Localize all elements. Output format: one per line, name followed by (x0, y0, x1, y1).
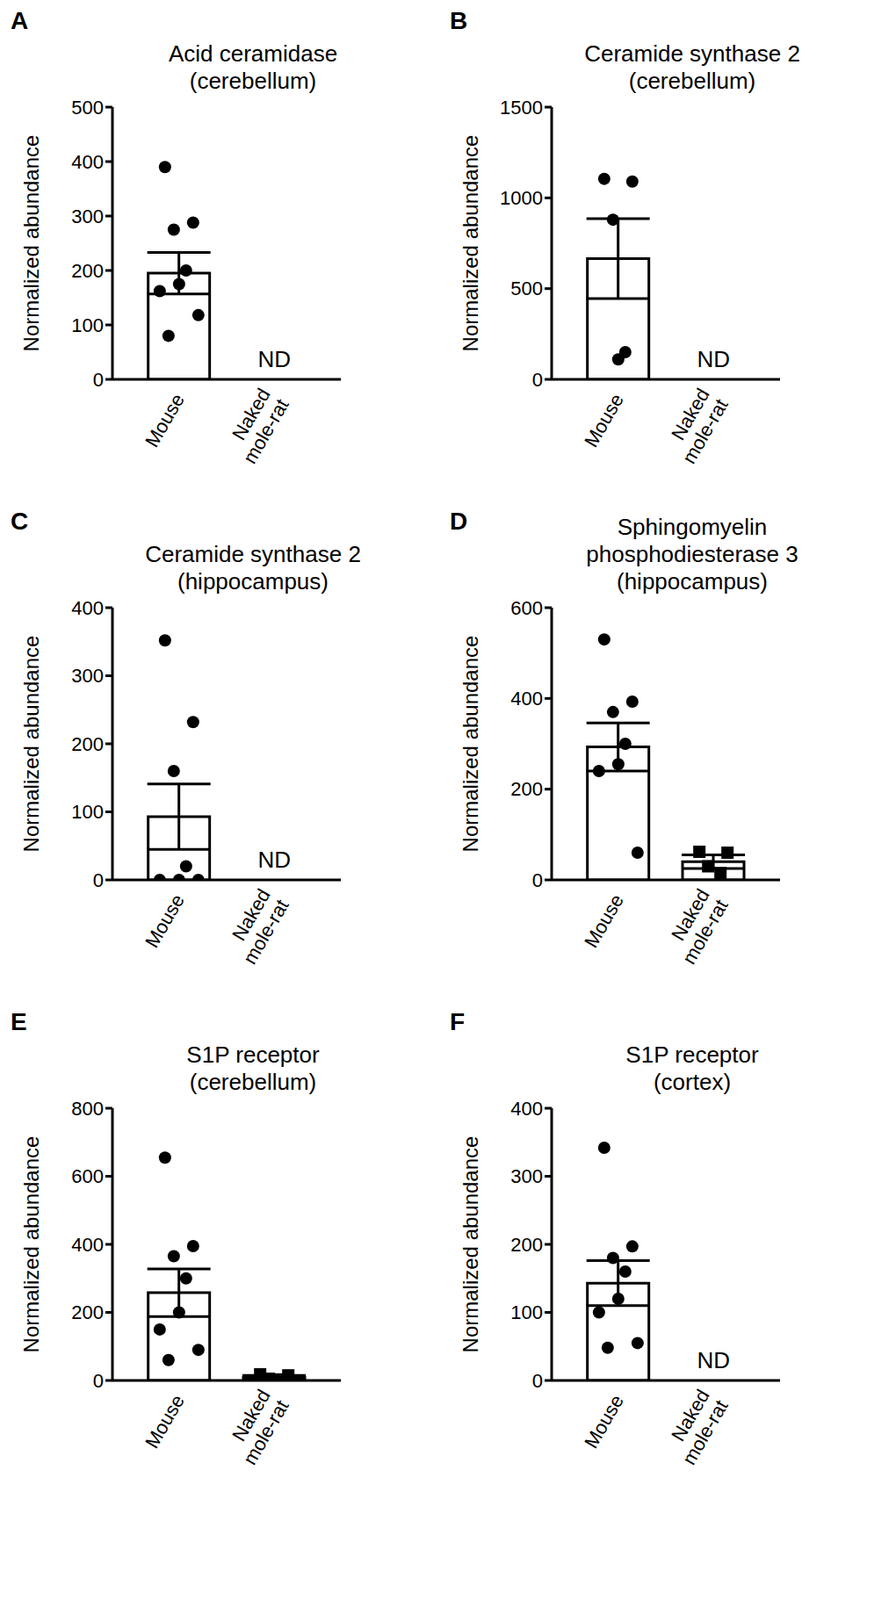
html-text:B: B (449, 7, 468, 35)
svg-text:400: 400 (71, 597, 104, 620)
svg-text:500: 500 (510, 277, 543, 300)
svg-text:Mouse: Mouse (140, 390, 189, 452)
svg-text:Nakedmole-rat: Nakedmole-rat (659, 384, 733, 468)
svg-text:Nakedmole-rat: Nakedmole-rat (220, 1386, 294, 1469)
html-text:E: E (10, 1008, 27, 1036)
svg-text:Normalized abundance: Normalized abundance (458, 635, 483, 853)
html-text:Sphingomyelin: Sphingomyelin (617, 513, 768, 541)
html-text:Ceramide synthase 2: Ceramide synthase 2 (584, 40, 801, 67)
svg-text:Normalized abundance: Normalized abundance (19, 135, 44, 353)
svg-text:1000: 1000 (499, 187, 543, 210)
svg-text:300: 300 (71, 664, 104, 687)
svg-text:Nakedmole-rat: Nakedmole-rat (220, 885, 294, 969)
svg-text:Nakedmole-rat: Nakedmole-rat (659, 1386, 733, 1469)
svg-text:Mouse: Mouse (579, 890, 629, 953)
svg-text:ND: ND (696, 346, 730, 373)
svg-text:Nakedmole-rat: Nakedmole-rat (659, 885, 733, 969)
html-text:Acid ceramidase: Acid ceramidase (168, 40, 338, 67)
html-text:(cerebellum): (cerebellum) (628, 67, 756, 94)
svg-text:400: 400 (510, 687, 543, 710)
svg-text:ND: ND (257, 346, 291, 373)
svg-text:0: 0 (532, 1370, 543, 1393)
svg-text:Normalized abundance: Normalized abundance (458, 1136, 483, 1354)
svg-text:500: 500 (71, 96, 104, 119)
svg-text:300: 300 (71, 205, 104, 228)
svg-text:200: 200 (71, 1301, 104, 1324)
html-text:Ceramide synthase 2: Ceramide synthase 2 (145, 541, 361, 568)
svg-text:ND: ND (696, 1347, 730, 1374)
svg-text:0: 0 (93, 869, 104, 892)
html-text:S1P receptor: S1P receptor (186, 1041, 320, 1069)
html-text:A: A (10, 7, 29, 35)
svg-text:Normalized abundance: Normalized abundance (458, 135, 483, 353)
svg-text:0: 0 (532, 368, 543, 391)
svg-text:400: 400 (71, 151, 104, 174)
svg-text:Mouse: Mouse (579, 390, 629, 452)
svg-text:0: 0 (93, 1370, 104, 1393)
html-text:F: F (449, 1008, 465, 1036)
svg-text:200: 200 (510, 778, 543, 801)
svg-text:Normalized abundance: Normalized abundance (19, 635, 44, 853)
svg-text:800: 800 (71, 1098, 104, 1120)
svg-text:ND: ND (257, 846, 291, 874)
html-text:(cerebellum): (cerebellum) (189, 1069, 317, 1096)
svg-text:0: 0 (93, 368, 104, 391)
html-text:S1P receptor: S1P receptor (625, 1041, 759, 1069)
svg-text:100: 100 (71, 314, 104, 337)
html-text:(cortex): (cortex) (653, 1069, 731, 1096)
svg-text:600: 600 (510, 597, 543, 620)
svg-text:200: 200 (71, 733, 104, 756)
svg-text:200: 200 (510, 1234, 543, 1257)
html-text:C: C (10, 507, 29, 535)
svg-text:Nakedmole-rat: Nakedmole-rat (220, 384, 294, 468)
svg-text:300: 300 (510, 1165, 543, 1188)
svg-text:1500: 1500 (499, 96, 543, 119)
html-text:(hippocampus): (hippocampus) (177, 568, 329, 595)
svg-text:Normalized abundance: Normalized abundance (19, 1136, 44, 1354)
svg-text:Mouse: Mouse (140, 890, 189, 953)
svg-text:200: 200 (71, 260, 104, 282)
svg-text:Mouse: Mouse (579, 1391, 629, 1453)
html-text:(cerebellum): (cerebellum) (189, 67, 317, 94)
svg-text:0: 0 (532, 869, 543, 892)
html-text:D: D (449, 507, 468, 535)
html-text:phosphodiesterase 3: phosphodiesterase 3 (586, 541, 799, 568)
svg-text:100: 100 (71, 801, 104, 824)
html-text:(hippocampus): (hippocampus) (616, 568, 768, 595)
svg-text:400: 400 (510, 1098, 543, 1120)
svg-text:Mouse: Mouse (140, 1391, 189, 1453)
svg-text:100: 100 (510, 1301, 543, 1324)
svg-text:400: 400 (71, 1234, 104, 1257)
svg-text:600: 600 (71, 1165, 104, 1188)
